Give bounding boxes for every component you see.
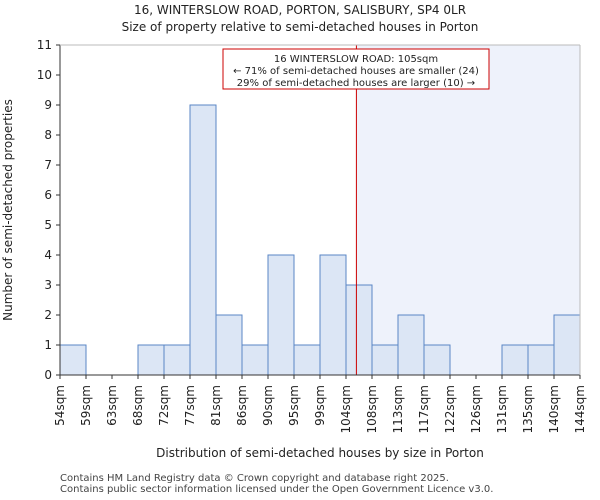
y-tick-label: 7	[44, 158, 52, 172]
x-tick-label: 104sqm	[339, 385, 353, 433]
y-tick-label: 11	[37, 38, 52, 52]
bar-108sqm	[371, 344, 399, 376]
y-tick-label: 6	[44, 188, 52, 202]
bar-68sqm	[137, 344, 165, 376]
y-tick-label: 1	[44, 338, 52, 352]
x-tick-label: 99sqm	[313, 385, 327, 426]
x-tick-label: 126sqm	[469, 385, 483, 433]
bar-77sqm	[189, 104, 217, 376]
bar-81sqm	[215, 314, 243, 376]
x-tick-label: 86sqm	[235, 385, 249, 426]
y-tick-label: 0	[44, 368, 52, 382]
x-axis-label: Distribution of semi-detached houses by …	[156, 446, 484, 460]
bar-104sqm	[345, 284, 373, 376]
x-tick-label: 72sqm	[157, 385, 171, 426]
bar-90sqm	[267, 254, 295, 376]
bar-95sqm	[293, 344, 321, 376]
x-tick-label: 63sqm	[105, 385, 119, 426]
y-tick-label: 3	[44, 278, 52, 292]
chart-subtitle: Size of property relative to semi-detach…	[121, 20, 479, 34]
y-tick-label: 8	[44, 128, 52, 142]
bar-117sqm	[423, 344, 451, 376]
annotation-box: 16 WINTERSLOW ROAD: 105sqm ← 71% of semi…	[222, 48, 490, 90]
x-tick-label: 117sqm	[417, 385, 431, 433]
bar-72sqm	[163, 344, 191, 376]
annotation-line-3: 29% of semi-detached houses are larger (…	[237, 78, 475, 89]
larger-region-highlight	[356, 45, 580, 375]
histogram-chart: 0 1 2 3 4 5 6 7 8 9 10 11 54sqm 59sqm 63sqm 68sqm 72sqm 7…	[1, 38, 587, 460]
x-tick-label: 108sqm	[365, 385, 379, 433]
annotation-line-2: ← 71% of semi-detached houses are smalle…	[233, 66, 479, 77]
annotation-frame	[222, 48, 490, 90]
bar-135sqm	[527, 344, 555, 376]
x-tick-label: 140sqm	[547, 385, 561, 433]
annotation-line-1: 16 WINTERSLOW ROAD: 105sqm	[274, 54, 438, 65]
x-tick-label: 113sqm	[391, 385, 405, 433]
bar-113sqm	[397, 314, 425, 376]
y-tick-label: 9	[44, 98, 52, 112]
bar-54sqm	[59, 344, 87, 376]
bar-99sqm	[319, 254, 347, 376]
x-tick-label: 90sqm	[261, 385, 275, 426]
x-tick-label: 81sqm	[209, 385, 223, 426]
y-tick-label: 10	[37, 68, 52, 82]
x-tick-label: 135sqm	[521, 385, 535, 433]
bar-131sqm	[501, 344, 529, 376]
y-axis-label: Number of semi-detached properties	[1, 99, 15, 321]
footer-licence: Contains public sector information licen…	[60, 484, 494, 495]
bar-140sqm	[553, 314, 581, 376]
x-tick-label: 59sqm	[79, 385, 93, 426]
x-tick-label: 95sqm	[287, 385, 301, 426]
y-tick-label: 4	[44, 248, 52, 262]
bar-86sqm	[241, 344, 269, 376]
footer-copyright: Contains HM Land Registry data © Crown c…	[60, 473, 449, 484]
x-tick-label: 144sqm	[573, 385, 587, 433]
y-tick-label: 5	[44, 218, 52, 232]
x-tick-label: 68sqm	[131, 385, 145, 426]
x-tick-label: 54sqm	[53, 385, 67, 426]
x-tick-label: 131sqm	[495, 385, 509, 433]
y-tick-label: 2	[44, 308, 52, 322]
x-tick-label: 77sqm	[183, 385, 197, 426]
chart-title: 16, WINTERSLOW ROAD, PORTON, SALISBURY, …	[133, 3, 467, 17]
x-tick-label: 122sqm	[443, 385, 457, 433]
